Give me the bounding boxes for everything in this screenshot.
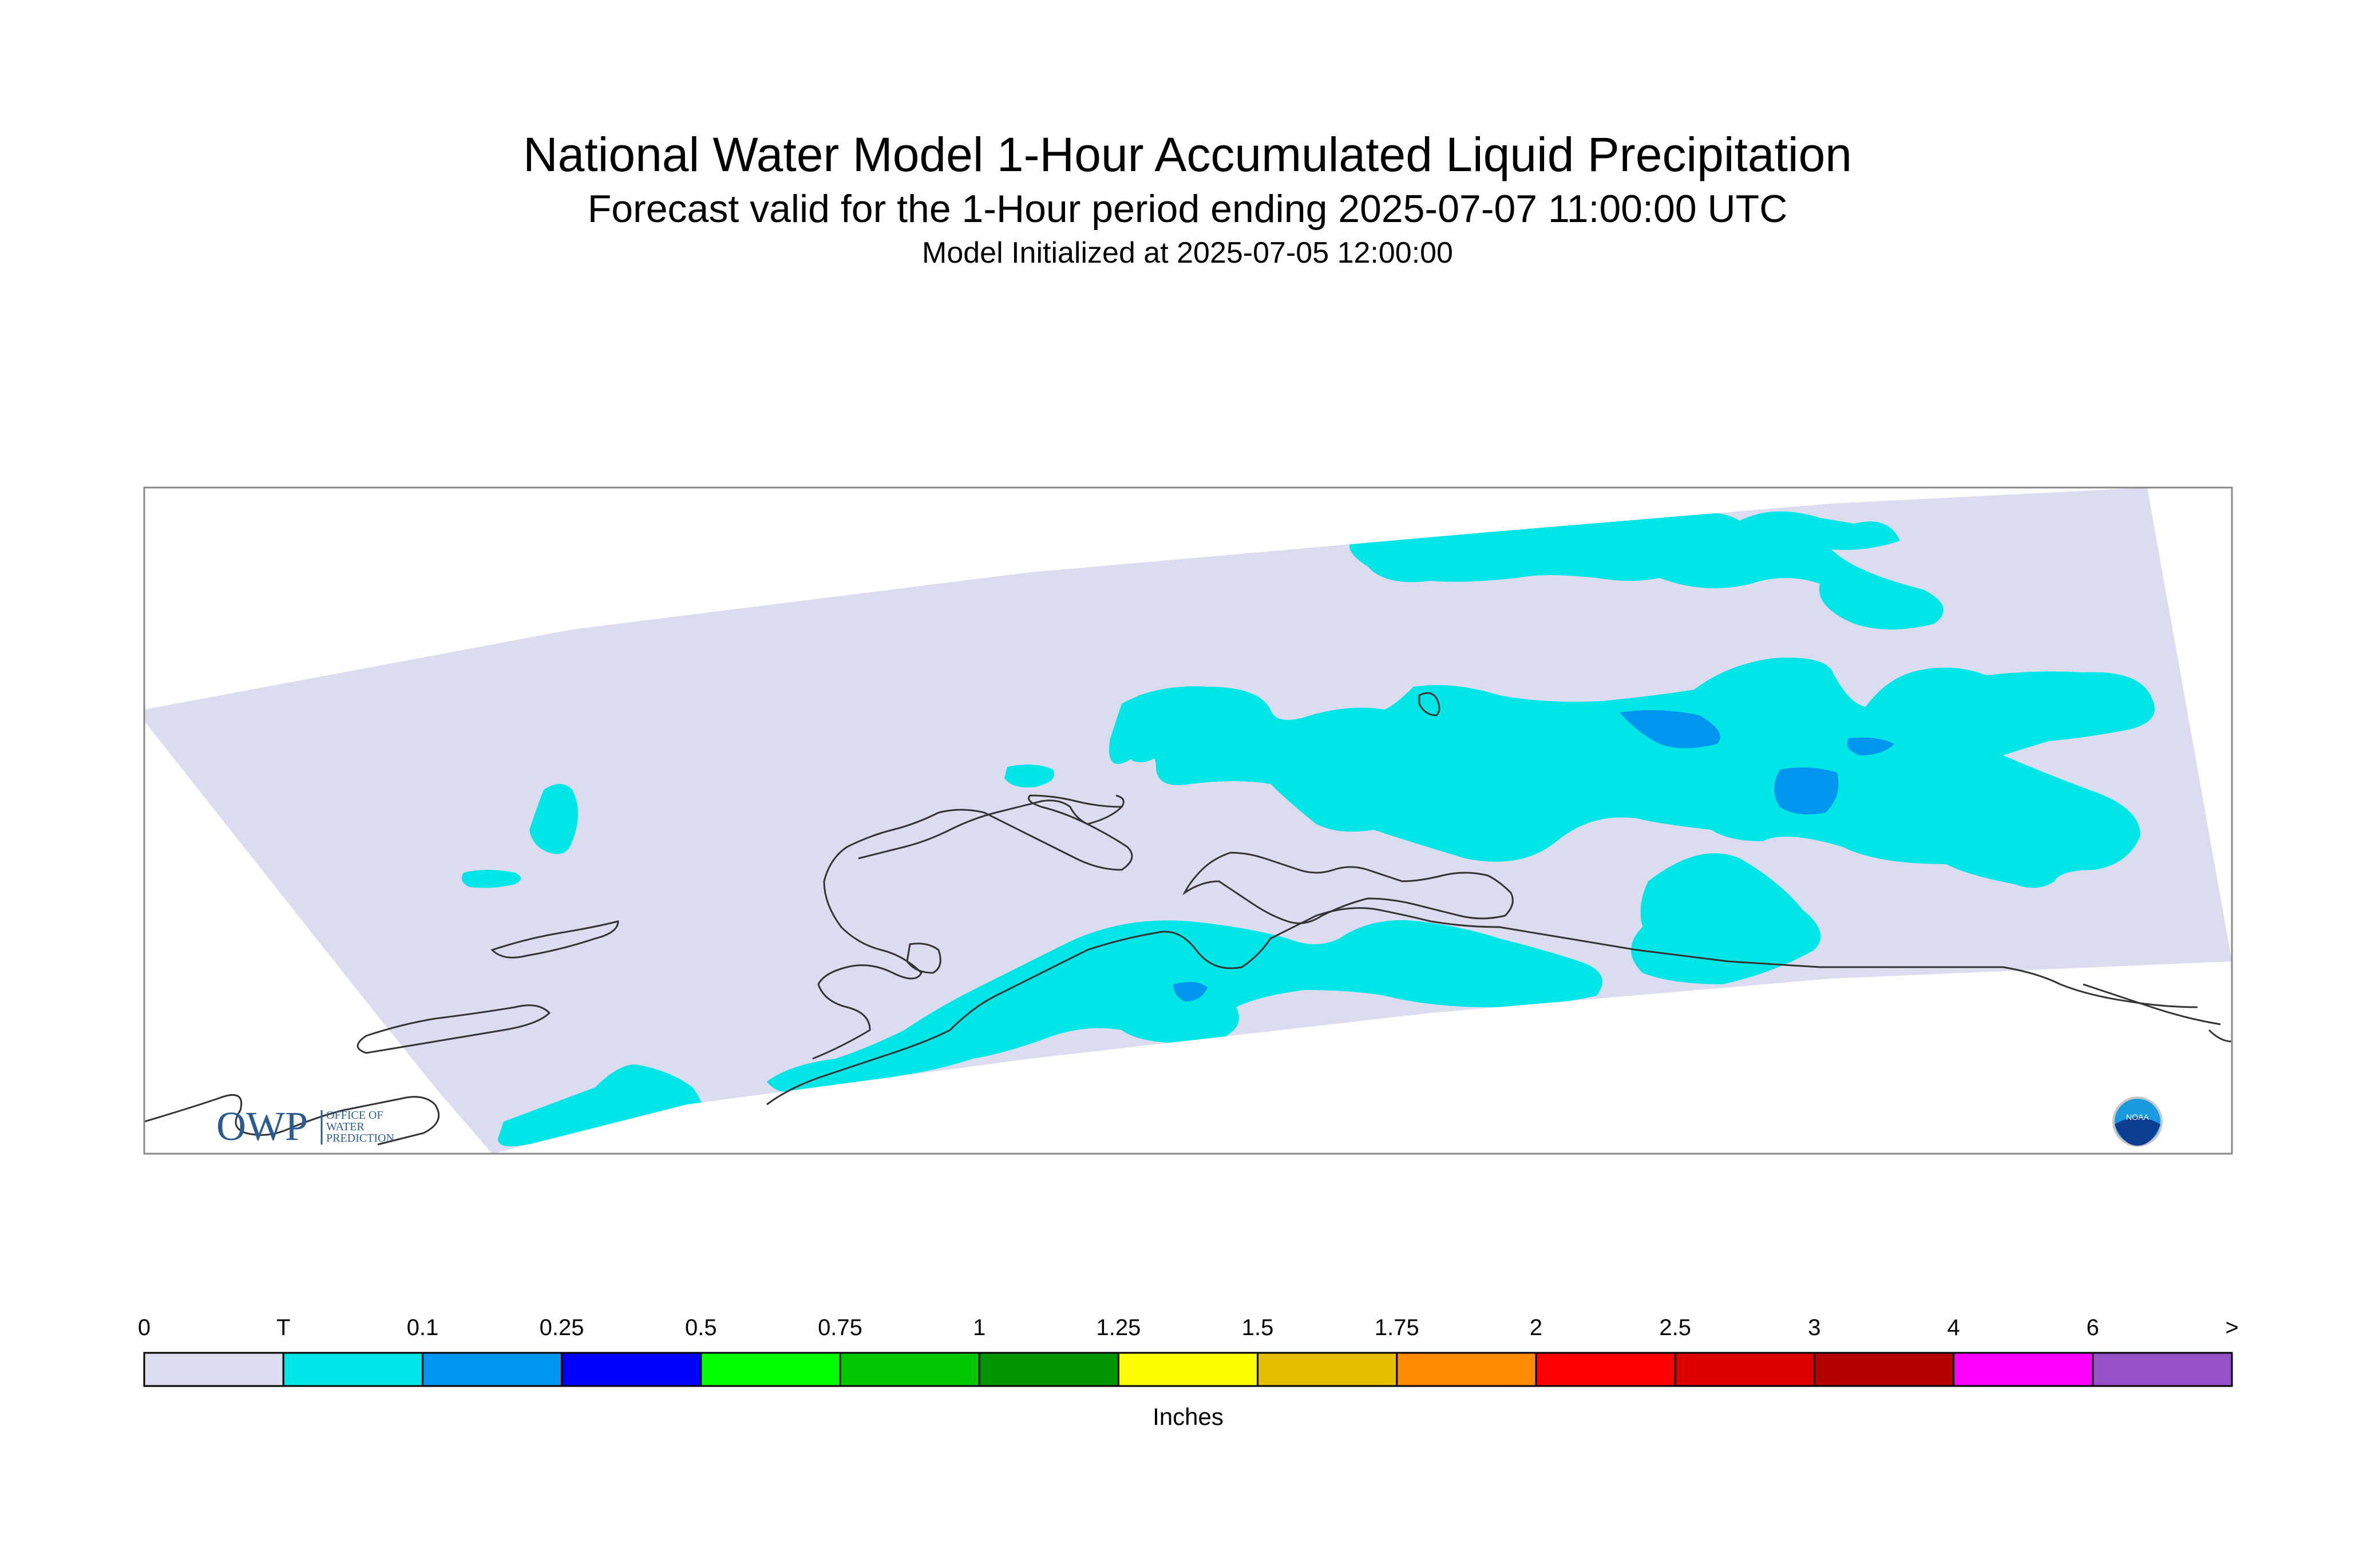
legend-color-box (421, 1352, 563, 1387)
legend-tick-label: 6 (2087, 1315, 2099, 1340)
map-subtitle: Forecast valid for the 1-Hour period end… (587, 187, 1788, 231)
coastline-chukotka (357, 1004, 551, 1054)
legend-color-box (1953, 1352, 2094, 1387)
legend-tick-label: 0.75 (818, 1315, 862, 1340)
light-precip-patch-1 (1620, 710, 1720, 749)
legend-tick-label: 1.75 (1375, 1315, 1419, 1340)
light-precip-patch-2 (1847, 737, 1894, 755)
legend-color-box (1813, 1352, 1955, 1387)
coastline-north-arctic (858, 794, 1125, 860)
light-precip-patch-3 (1774, 767, 1839, 815)
map-frame (143, 486, 2233, 1155)
legend-tick-label: 2.5 (1659, 1315, 1691, 1340)
coastline-west-landmass (144, 1094, 440, 1146)
legend-tick-label: 1 (973, 1315, 985, 1340)
precip-area-peninsula (767, 920, 1602, 1095)
legend-tick-label: 2 (1530, 1315, 1542, 1340)
precip-area-nw-blob (1123, 688, 1228, 762)
legend-color-box (700, 1352, 841, 1387)
owp-logo: OWP OFFICE OF WATER PREDICTION (216, 1103, 394, 1149)
owp-logo-line-1: OFFICE OF (326, 1109, 383, 1122)
coastline-gulf (1182, 852, 1514, 924)
precip-area-west-island (529, 784, 578, 854)
legend-color-box (143, 1352, 284, 1387)
legend-color-box (978, 1352, 1119, 1387)
legend-color-box (1117, 1352, 1259, 1387)
model-domain (144, 488, 2232, 1154)
coastline-bering-strait (490, 920, 619, 959)
legend-tick-label: 4 (1947, 1315, 1960, 1340)
legend-color-box (1257, 1352, 1398, 1387)
light-precip-patch-4 (1173, 982, 1208, 1001)
coastline-alaska-west (812, 794, 1133, 1060)
precip-area-north (1349, 511, 1943, 629)
precip-area-central (1109, 658, 2155, 888)
legend-tick-label: 0.1 (407, 1315, 439, 1340)
legend-unit-label: Inches (1153, 1403, 1224, 1430)
noaa-logo: NOAA (2112, 1096, 2163, 1147)
legend-tick-labels: 0 T 0.1 0.25 0.5 0.75 1 1.25 1.5 1.75 2 2.5 3 4 6 > (138, 1315, 2239, 1340)
legend-color-box (1674, 1352, 1815, 1387)
coastline-island-2 (906, 943, 941, 974)
legend-tick-label: 0.25 (540, 1315, 584, 1340)
legend-color-box (839, 1352, 980, 1387)
precip-area-small-north (1004, 765, 1054, 787)
coastline-island-1 (1418, 692, 1440, 716)
legend-color-box (561, 1352, 702, 1387)
precip-light-areas (1173, 710, 1894, 1001)
coastline-east-canada (2083, 983, 2232, 1043)
legend-tick-label: 0.5 (685, 1315, 717, 1340)
legend-color-box (1535, 1352, 1676, 1387)
legend-color-box (1396, 1352, 1537, 1387)
precip-area-west-small (461, 870, 521, 888)
legend-tick-label: 3 (1808, 1315, 1820, 1340)
legend-tick-label: 1.25 (1096, 1315, 1141, 1340)
owp-logo-line-2: WATER (326, 1120, 365, 1133)
legend-tick-label: > (2225, 1315, 2238, 1340)
legend-color-box (282, 1352, 423, 1387)
coastline-bristol-bay (766, 907, 2198, 1106)
precip-trace-areas (461, 511, 2155, 1147)
owp-logo-line-3: PREDICTION (326, 1132, 394, 1145)
legend-tick-label: 0 (138, 1315, 151, 1340)
precip-area-east-blob (1631, 853, 1821, 984)
legend-tick-label: T (276, 1315, 290, 1340)
coastlines (144, 692, 2232, 1146)
map-title: National Water Model 1-Hour Accumulated … (522, 128, 1852, 181)
legend-color-bar (143, 1352, 2233, 1387)
model-init-time: Model Initialized at 2025-07-05 12:00:00 (922, 236, 1453, 270)
noaa-logo-text: NOAA (2126, 1112, 2149, 1122)
legend-tick-label: 1.5 (1242, 1315, 1274, 1340)
legend-color-box (2092, 1352, 2233, 1387)
owp-logo-mark: OWP (216, 1103, 308, 1149)
